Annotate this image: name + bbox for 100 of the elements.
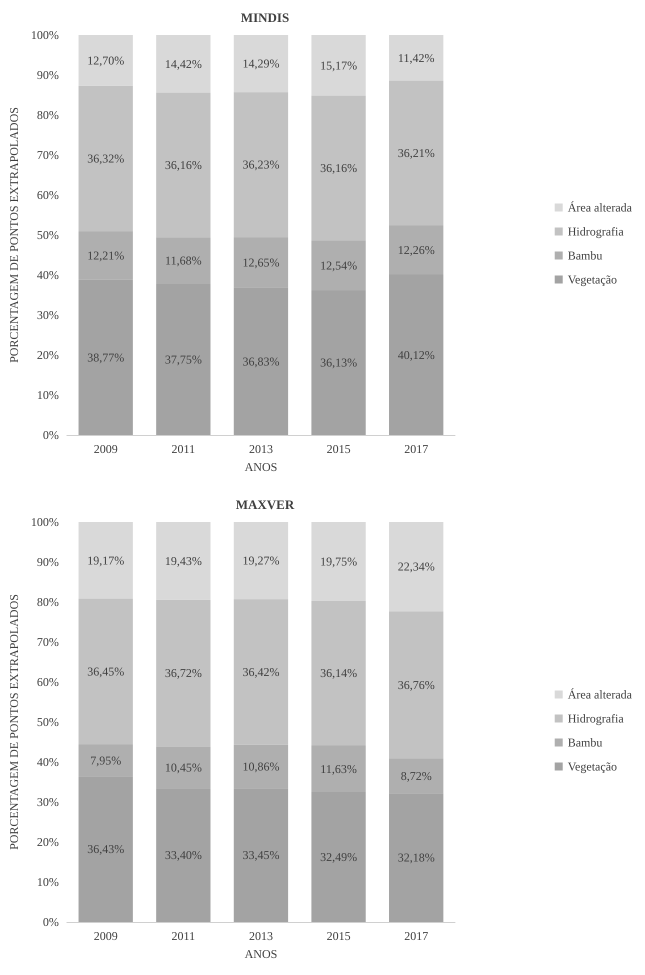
- data-label: 36,23%: [242, 158, 280, 172]
- legend-label: Vegetação: [568, 272, 618, 286]
- data-label: 22,34%: [398, 560, 435, 574]
- data-label: 32,18%: [398, 850, 435, 865]
- data-label: 36,83%: [242, 354, 280, 368]
- data-label: 19,75%: [320, 554, 358, 568]
- bar: [78, 35, 133, 86]
- legend-label: Vegetação: [568, 760, 618, 774]
- y-tick-label: 100%: [30, 28, 59, 42]
- x-tick-label: 2015: [326, 929, 351, 943]
- data-label: 14,42%: [164, 56, 202, 71]
- y-tick-label: 70%: [36, 635, 59, 649]
- x-tick-label: 2009: [94, 442, 118, 456]
- data-label: 10,86%: [242, 759, 280, 774]
- bar: [234, 522, 288, 600]
- y-tick-label: 50%: [36, 228, 59, 242]
- data-label: 36,42%: [242, 664, 280, 679]
- bar: [311, 600, 366, 746]
- x-tick-label: 2011: [172, 442, 196, 456]
- data-label: 36,72%: [164, 666, 202, 680]
- data-label: 37,75%: [164, 352, 202, 366]
- y-tick-label: 30%: [36, 795, 59, 809]
- bar: [156, 92, 210, 238]
- data-label: 36,16%: [320, 161, 358, 175]
- y-tick-label: 60%: [36, 675, 59, 689]
- x-tick-label: 2013: [248, 442, 273, 456]
- data-label: 12,70%: [87, 53, 124, 68]
- y-tick-label: 30%: [36, 308, 59, 322]
- data-label: 11,42%: [398, 50, 434, 65]
- data-label: 12,65%: [242, 255, 280, 270]
- data-label: 12,26%: [398, 243, 435, 257]
- data-label: 11,68%: [165, 254, 202, 268]
- legend-label: Área alterada: [568, 200, 633, 214]
- data-label: 12,21%: [87, 248, 124, 262]
- data-label: 19,27%: [242, 554, 280, 568]
- y-tick-label: 40%: [36, 268, 59, 282]
- data-label: 7,95%: [90, 753, 122, 768]
- bar: [311, 96, 366, 240]
- bar: [389, 80, 444, 226]
- legend-label: Hidrografia: [568, 224, 624, 238]
- y-axis-title: PORCENTAGEM DE PONTOS EXTRAPOLADOS: [7, 594, 21, 850]
- y-tick-label: 90%: [36, 68, 59, 82]
- data-label: 19,43%: [164, 554, 202, 568]
- data-label: 36,16%: [164, 158, 202, 172]
- chart-title: MINDIS: [240, 10, 290, 25]
- x-tick-label: 2011: [172, 929, 196, 943]
- bar: [78, 522, 133, 599]
- data-label: 10,45%: [164, 760, 202, 774]
- y-tick-label: 100%: [30, 515, 59, 529]
- data-label: 40,12%: [398, 348, 435, 362]
- y-tick-label: 70%: [36, 148, 59, 162]
- x-tick-label: 2013: [248, 929, 273, 943]
- data-label: 38,77%: [87, 350, 124, 364]
- y-tick-label: 50%: [36, 715, 59, 729]
- data-label: 36,21%: [398, 146, 435, 160]
- data-label: 15,17%: [320, 58, 358, 72]
- bar: [234, 35, 288, 92]
- y-tick-label: 20%: [36, 348, 59, 362]
- data-label: 36,43%: [87, 842, 124, 856]
- legend-label: Bambu: [568, 736, 602, 750]
- bar: [156, 600, 210, 747]
- data-label: 36,13%: [320, 356, 358, 370]
- data-label: 33,45%: [242, 848, 280, 862]
- data-label: 8,72%: [400, 768, 432, 783]
- legend-label: Bambu: [568, 248, 602, 262]
- y-tick-label: 10%: [36, 388, 59, 402]
- legend-label: Hidrografia: [568, 712, 624, 726]
- data-label: 32,49%: [320, 850, 358, 864]
- bar: [78, 86, 133, 232]
- bar: [389, 522, 444, 612]
- y-tick-label: 80%: [36, 595, 59, 609]
- data-label: 12,54%: [320, 258, 358, 272]
- y-tick-label: 20%: [36, 835, 59, 849]
- bar: [234, 92, 288, 238]
- data-label: 36,14%: [320, 666, 358, 680]
- bar: [389, 611, 444, 758]
- bar: [78, 598, 133, 744]
- data-label: 33,40%: [164, 848, 202, 862]
- data-label: 11,63%: [320, 762, 357, 776]
- y-axis-title: PORCENTAGEM DE PONTOS EXTRAPOLADOS: [7, 107, 21, 363]
- bar: [311, 35, 366, 96]
- x-tick-label: 2009: [94, 929, 118, 943]
- bar: [156, 35, 210, 93]
- bar: [311, 522, 366, 601]
- chart-title: MAXVER: [236, 497, 295, 512]
- data-label: 14,29%: [242, 56, 280, 71]
- y-tick-label: 60%: [36, 188, 59, 202]
- x-tick-label: 2017: [404, 442, 428, 456]
- y-tick-label: 80%: [36, 108, 59, 122]
- y-tick-label: 40%: [36, 755, 59, 769]
- bar: [156, 522, 210, 600]
- x-tick-label: 2015: [326, 442, 351, 456]
- x-axis-title: ANOS: [244, 947, 278, 961]
- bar: [389, 35, 444, 81]
- legend-label: Área alterada: [568, 688, 633, 702]
- y-tick-label: 0%: [42, 428, 59, 442]
- bar: [234, 599, 288, 745]
- data-label: 19,17%: [87, 553, 124, 568]
- x-axis-title: ANOS: [244, 460, 278, 474]
- y-tick-label: 10%: [36, 875, 59, 889]
